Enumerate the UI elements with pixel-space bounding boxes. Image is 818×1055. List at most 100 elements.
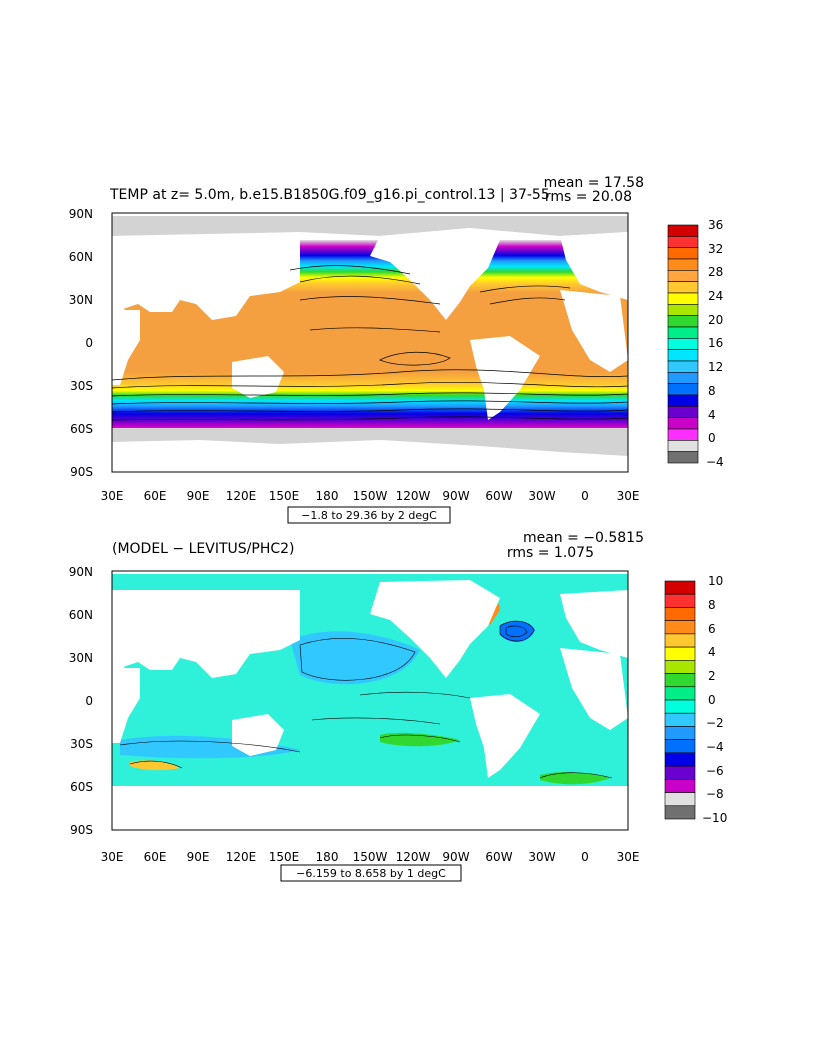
lat-label: 0 bbox=[85, 694, 93, 708]
colorbar-swatch bbox=[667, 349, 699, 362]
colorbar-label: −4 bbox=[706, 740, 724, 754]
lon-label: 120W bbox=[396, 850, 431, 864]
colorbar-label: 0 bbox=[708, 693, 716, 707]
landmass-australia bbox=[232, 714, 284, 756]
temp-lat-axis: 90N 60N 30N 0 30S 60S 90S bbox=[69, 207, 93, 479]
lon-label: 30W bbox=[528, 850, 555, 864]
colorbar-label: 0 bbox=[708, 431, 716, 445]
colorbar-label: 8 bbox=[708, 384, 716, 398]
lon-label: 60E bbox=[144, 489, 167, 503]
colorbar-swatch bbox=[664, 593, 696, 608]
lat-label: 60N bbox=[69, 250, 93, 264]
range-label: −6.159 to 8.658 by 1 degC bbox=[296, 867, 446, 880]
landmass-australia bbox=[232, 356, 284, 398]
colorbar-swatch bbox=[664, 726, 696, 740]
colorbar-swatch bbox=[667, 428, 699, 441]
colorbar-label: 4 bbox=[708, 408, 716, 422]
lon-label: 0 bbox=[581, 489, 589, 503]
landmass-north-america bbox=[370, 580, 500, 678]
lat-label: 30N bbox=[69, 651, 93, 665]
colorbar-swatch bbox=[667, 338, 699, 350]
temp-map-panel: TEMP at z= 5.0m, b.e15.B1850G.f09_g16.pi… bbox=[69, 175, 724, 524]
colorbar-swatch bbox=[667, 383, 699, 396]
lat-label: 30S bbox=[70, 379, 93, 393]
lon-label: 120E bbox=[226, 489, 257, 503]
colorbar-label: 10 bbox=[708, 574, 723, 588]
colorbar-swatch bbox=[667, 440, 699, 452]
colorbar-label: 12 bbox=[708, 360, 723, 374]
panel-title: TEMP at z= 5.0m, b.e15.B1850G.f09_g16.pi… bbox=[109, 187, 550, 203]
landmass-south-america bbox=[470, 694, 540, 778]
colorbar-swatch bbox=[667, 224, 699, 237]
colorbar-swatch bbox=[664, 646, 696, 661]
lat-label: 30N bbox=[69, 293, 93, 307]
colorbar-swatch bbox=[667, 315, 699, 328]
lon-label: 30E bbox=[101, 850, 124, 864]
colorbar-swatch bbox=[664, 699, 696, 714]
colorbar-label: 36 bbox=[708, 218, 723, 232]
colorbar-label: 16 bbox=[708, 336, 723, 350]
colorbar-swatch bbox=[664, 792, 696, 807]
colorbar-swatch bbox=[664, 686, 696, 701]
temp-colorbar: 36 32 28 24 20 16 12 8 4 0 −4 bbox=[667, 218, 724, 469]
colorbar-label: 20 bbox=[708, 313, 723, 327]
colorbar-swatch bbox=[667, 360, 699, 373]
rms-label: rms = 20.08 bbox=[545, 189, 632, 205]
lat-label: 90N bbox=[69, 565, 93, 579]
landmass-europe bbox=[560, 232, 628, 300]
temp-lon-axis: 30E 60E 90E 120E 150E 180 150W 120W 90W … bbox=[101, 489, 640, 503]
lat-label: 30S bbox=[70, 737, 93, 751]
lon-label: 60W bbox=[485, 850, 512, 864]
landmass-africa-east bbox=[560, 648, 628, 730]
anomaly-patch-warm bbox=[540, 772, 610, 785]
lon-label: 150E bbox=[269, 850, 300, 864]
landmass-africa-east bbox=[560, 290, 628, 372]
anomaly-range-box: −6.159 to 8.658 by 1 degC bbox=[280, 864, 462, 882]
colorbar-swatch bbox=[664, 673, 696, 688]
colorbar-swatch bbox=[664, 752, 696, 767]
lon-label: 90E bbox=[187, 850, 210, 864]
colorbar-swatch bbox=[667, 258, 699, 271]
colorbar-swatch bbox=[667, 417, 699, 430]
anomaly-patch-cool bbox=[290, 631, 420, 685]
colorbar-swatch bbox=[664, 739, 696, 754]
colorbar-label: 6 bbox=[708, 622, 716, 636]
colorbar-swatch bbox=[667, 406, 699, 418]
mean-label: mean = −0.5815 bbox=[523, 530, 644, 546]
colorbar-swatch bbox=[664, 607, 696, 621]
landmass-europe bbox=[560, 590, 628, 658]
landmass-africa bbox=[112, 300, 140, 385]
lat-label: 90N bbox=[69, 207, 93, 221]
colorbar-swatch bbox=[667, 394, 699, 407]
lon-label: 180 bbox=[316, 850, 339, 864]
lon-label: 90W bbox=[442, 850, 469, 864]
colorbar-label: 32 bbox=[708, 242, 723, 256]
lat-label: 60S bbox=[70, 780, 93, 794]
lon-label: 30E bbox=[617, 489, 640, 503]
colorbar-swatch bbox=[667, 292, 699, 305]
lon-label: 30E bbox=[101, 489, 124, 503]
colorbar-swatch bbox=[664, 580, 696, 595]
colorbar-swatch bbox=[667, 304, 699, 316]
anomaly-map-panel: (MODEL − LEVITUS/PHC2) mean = −0.5815 rm… bbox=[69, 530, 727, 882]
anomaly-lon-axis: 30E 60E 90E 120E 150E 180 150W 120W 90W … bbox=[101, 850, 640, 864]
lon-label: 120E bbox=[226, 850, 257, 864]
colorbar-label: −4 bbox=[706, 455, 724, 469]
lon-label: 60E bbox=[144, 850, 167, 864]
colorbar-label: −2 bbox=[706, 716, 724, 730]
colorbar-swatch bbox=[667, 236, 699, 248]
lat-label: 90S bbox=[70, 823, 93, 837]
colorbar-swatch bbox=[667, 270, 699, 282]
anomaly-lat-axis: 90N 60N 30N 0 30S 60S 90S bbox=[69, 565, 93, 837]
landmass-eurasia bbox=[112, 232, 300, 320]
lat-label: 60N bbox=[69, 608, 93, 622]
colorbar-swatch bbox=[667, 326, 699, 339]
temp-contours bbox=[112, 265, 628, 421]
temp-map-frame bbox=[111, 212, 629, 473]
lat-label: 0 bbox=[85, 336, 93, 350]
landmass-eurasia bbox=[112, 590, 300, 678]
lon-label: 0 bbox=[581, 850, 589, 864]
colorbar-label: 4 bbox=[708, 645, 716, 659]
colorbar-label: 2 bbox=[708, 669, 716, 683]
